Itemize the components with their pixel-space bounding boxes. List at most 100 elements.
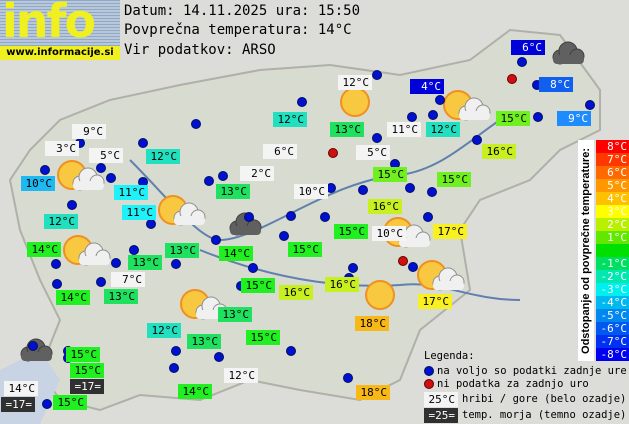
station-available-dot[interactable] [214,352,224,362]
station-available-dot[interactable] [106,173,116,183]
station-available-dot[interactable] [585,100,595,110]
station-temperature-label: 11°C [114,185,148,200]
station-available-dot[interactable] [40,165,50,175]
partly-cloudy-icon [443,90,491,121]
station-available-dot[interactable] [343,373,353,383]
station-temperature-label: 17°C [433,224,467,239]
station-available-dot[interactable] [372,133,382,143]
station-available-dot[interactable] [96,163,106,173]
station-temperature-label: 15°C [241,278,275,293]
data-source: Vir podatkov: ARSO [124,42,276,58]
station-temperature-label: 13°C [165,243,199,258]
station-temperature-label: 3°C [45,141,79,156]
partly-cloudy-icon [63,235,111,266]
station-temperature-label: 15°C [288,242,322,257]
station-temperature-label: 16°C [279,285,313,300]
station-temperature-label: 10°C [21,176,55,191]
station-available-dot[interactable] [372,70,382,80]
station-available-dot[interactable] [423,212,433,222]
logo[interactable]: info www.informacije.si [0,0,120,60]
station-available-dot[interactable] [67,200,77,210]
station-temperature-label: 15°C [496,111,530,126]
station-available-dot[interactable] [407,112,417,122]
sea-temperature-label: =17= [1,397,35,412]
station-available-dot[interactable] [169,363,179,373]
station-temperature-label: 15°C [373,167,407,182]
station-temperature-label: 12°C [338,75,372,90]
station-available-dot[interactable] [435,95,445,105]
station-temperature-label: 18°C [356,385,390,400]
station-missing-dot[interactable] [328,148,338,158]
station-temperature-label: 13°C [187,334,221,349]
station-available-dot[interactable] [171,346,181,356]
station-available-dot[interactable] [297,97,307,107]
station-temperature-label: 2°C [240,166,274,181]
station-available-dot[interactable] [320,212,330,222]
station-available-dot[interactable] [111,258,121,268]
station-temperature-label: 13°C [104,289,138,304]
date-line: Datum: 14.11.2025 ura: 15:50 [124,3,361,19]
station-temperature-label: 10°C [372,226,406,241]
logo-text: info [2,0,96,48]
station-temperature-label: 16°C [325,277,359,292]
station-available-dot[interactable] [517,57,527,67]
station-available-dot[interactable] [171,259,181,269]
station-available-dot[interactable] [52,279,62,289]
station-available-dot[interactable] [218,171,228,181]
station-temperature-label: 13°C [216,184,250,199]
station-temperature-label: 8°C [539,77,573,92]
station-available-dot[interactable] [211,235,221,245]
station-available-dot[interactable] [42,399,52,409]
station-temperature-label: 4°C [410,79,444,94]
station-temperature-label: 10°C [294,184,328,199]
station-available-dot[interactable] [279,231,289,241]
legend-blue-dot-icon [424,366,434,376]
station-temperature-label: 9°C [72,124,106,139]
sun-icon [365,280,395,310]
station-missing-dot[interactable] [507,74,517,84]
station-temperature-label: 14°C [219,246,253,261]
station-available-dot[interactable] [244,212,254,222]
station-temperature-label: 14°C [4,381,38,396]
station-available-dot[interactable] [28,341,38,351]
station-available-dot[interactable] [348,263,358,273]
station-available-dot[interactable] [129,245,139,255]
deviation-scale: 8°C 7°C 6°C 5°C 4°C 3°C 2°C 1°C -1°C -2°C -3°C -4°C… [596,140,629,361]
station-available-dot[interactable] [138,138,148,148]
station-temperature-label: 16°C [368,199,402,214]
station-missing-dot[interactable] [398,256,408,266]
station-temperature-label: 15°C [66,347,100,362]
station-available-dot[interactable] [472,135,482,145]
scale-step: 7°C [596,153,629,166]
station-available-dot[interactable] [204,176,214,186]
station-available-dot[interactable] [286,346,296,356]
station-available-dot[interactable] [405,183,415,193]
station-available-dot[interactable] [408,262,418,272]
station-available-dot[interactable] [533,112,543,122]
station-temperature-label: 5°C [356,145,390,160]
station-temperature-label: 15°C [246,330,280,345]
scale-step: -1°C [596,257,629,270]
partly-cloudy-icon [57,160,105,191]
dark-cloud-icon [229,212,262,236]
sea-temperature-label: =17= [70,379,104,394]
station-available-dot[interactable] [428,110,438,120]
station-temperature-label: 15°C [334,224,368,239]
station-temperature-label: 5°C [89,148,123,163]
station-temperature-label: 11°C [387,122,421,137]
legend-missing: ni podatka za zadnjo uro [437,378,589,390]
station-available-dot[interactable] [191,119,201,129]
scale-step [596,244,629,257]
station-available-dot[interactable] [146,219,156,229]
station-available-dot[interactable] [427,187,437,197]
station-temperature-label: 14°C [56,290,90,305]
station-available-dot[interactable] [51,259,61,269]
scale-step: 2°C [596,218,629,231]
station-available-dot[interactable] [96,277,106,287]
scale-step: 6°C [596,166,629,179]
station-available-dot[interactable] [248,263,258,273]
average-temperature: Povprečna temperatura: 14°C [124,22,352,38]
logo-url[interactable]: www.informacije.si [0,46,120,60]
station-available-dot[interactable] [358,185,368,195]
station-available-dot[interactable] [286,211,296,221]
